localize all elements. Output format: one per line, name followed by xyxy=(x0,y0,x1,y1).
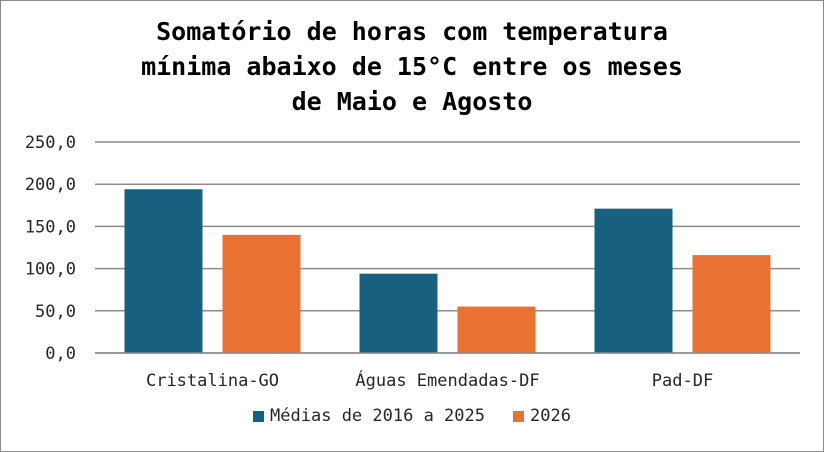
legend-swatch-series-2 xyxy=(512,410,524,422)
legend-label-series-2: 2026 xyxy=(529,406,571,426)
x-tick-label: Cristalina-GO xyxy=(146,371,279,391)
chart-title-line-3: de Maio e Agosto xyxy=(291,87,533,116)
chart-title: Somatório de horas com temperatura mínim… xyxy=(0,14,824,119)
x-tick-label: Águas Emendadas-DF xyxy=(355,369,539,391)
legend-item-series-1: Médias de 2016 a 2025 xyxy=(253,406,485,426)
bar xyxy=(124,189,203,353)
y-tick-label: 100,0 xyxy=(25,260,76,280)
x-tick-label: Pad-DF xyxy=(652,371,713,391)
y-tick-label: 250,0 xyxy=(25,133,76,153)
legend-swatch-series-1 xyxy=(253,410,265,422)
y-tick-label: 150,0 xyxy=(25,217,76,237)
bar xyxy=(222,234,301,353)
bar xyxy=(692,255,771,353)
legend-label-series-1: Médias de 2016 a 2025 xyxy=(270,406,485,426)
chart-title-line-2: mínima abaixo de 15°C entre os meses xyxy=(141,52,683,81)
y-tick-label: 0,0 xyxy=(45,344,76,364)
legend-item-series-2: 2026 xyxy=(512,406,571,426)
legend: Médias de 2016 a 2025 2026 xyxy=(0,406,824,426)
bar xyxy=(457,306,536,353)
chart-title-line-1: Somatório de horas com temperatura xyxy=(156,17,668,46)
bar xyxy=(594,208,673,353)
y-tick-label: 50,0 xyxy=(35,302,76,322)
bar xyxy=(359,273,438,353)
y-tick-label: 200,0 xyxy=(25,175,76,195)
